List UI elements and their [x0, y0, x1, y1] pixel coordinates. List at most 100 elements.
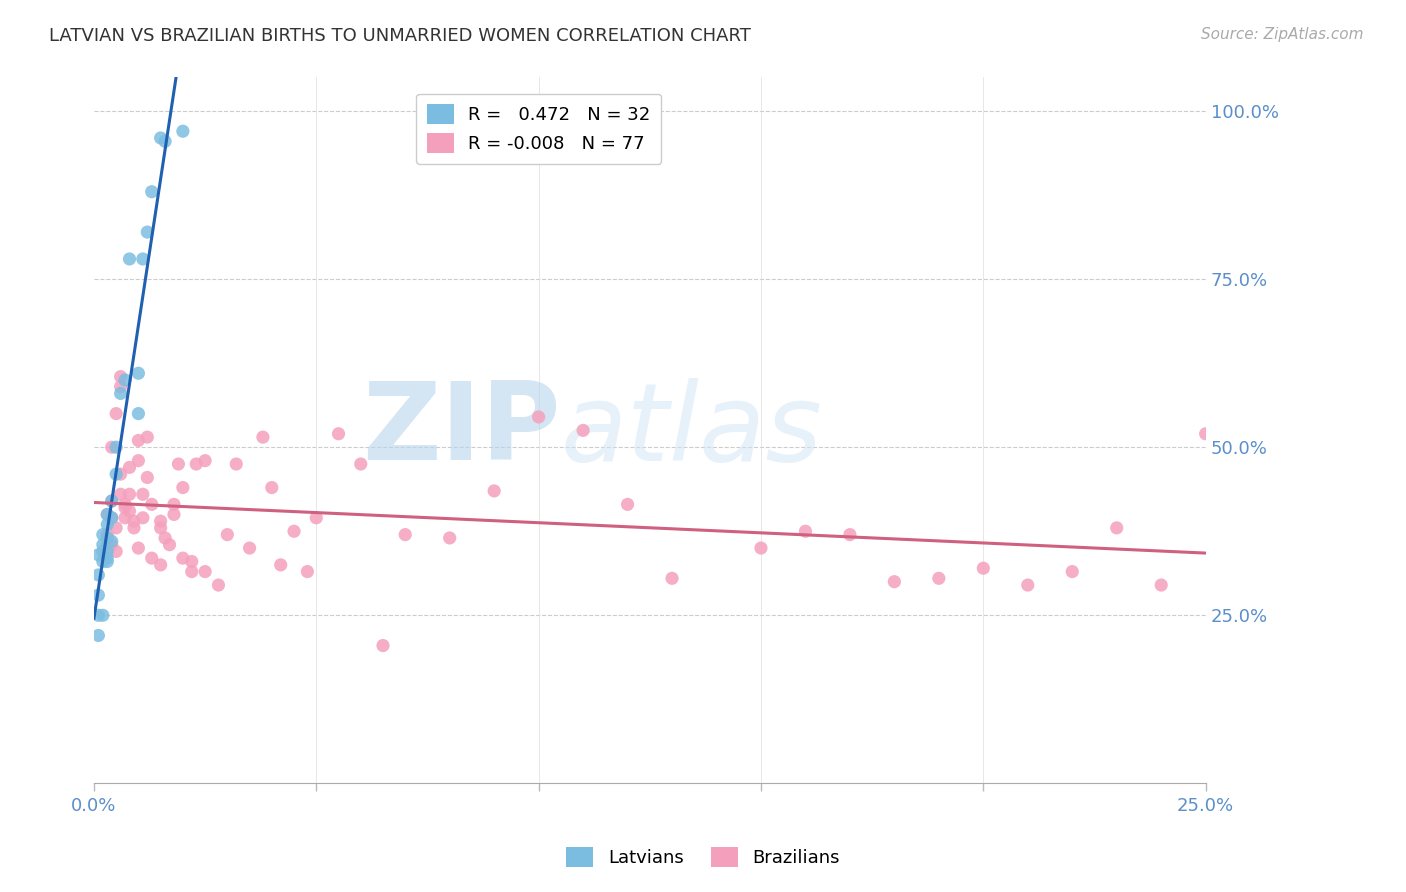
Point [105, 467, 128, 482]
Point [127, 541, 149, 555]
Point [110, 467, 132, 482]
Point [87, 628, 110, 642]
Point [172, 481, 194, 495]
Text: ZIP: ZIP [363, 377, 561, 483]
Point [180, 554, 202, 568]
Point [283, 524, 305, 539]
Point [305, 510, 328, 524]
Point [136, 470, 159, 484]
Point [239, 541, 262, 555]
Point [96, 531, 118, 545]
Point [572, 424, 595, 438]
Point [96, 517, 118, 532]
Point [96, 508, 118, 522]
Point [118, 487, 141, 501]
Point [225, 457, 247, 471]
Point [149, 558, 172, 572]
Point [180, 565, 202, 579]
Point [110, 386, 132, 401]
Point [110, 487, 132, 501]
Point [270, 558, 292, 572]
Point [153, 134, 176, 148]
Point [167, 457, 190, 471]
Point [118, 460, 141, 475]
Point [122, 521, 145, 535]
Point [87, 568, 110, 582]
Point [96, 551, 118, 566]
Point [838, 527, 860, 541]
Point [350, 457, 373, 471]
Point [149, 521, 172, 535]
Point [163, 497, 186, 511]
Point [114, 510, 136, 524]
Point [100, 510, 122, 524]
Point [91, 538, 114, 552]
Point [105, 544, 128, 558]
Point [1150, 578, 1173, 592]
Point [172, 551, 194, 566]
Point [394, 527, 416, 541]
Point [207, 578, 229, 592]
Point [100, 494, 122, 508]
Point [527, 409, 550, 424]
Point [661, 571, 683, 585]
Text: atlas: atlas [561, 378, 823, 483]
Point [87, 548, 110, 562]
Point [149, 514, 172, 528]
Point [149, 131, 172, 145]
Point [141, 551, 163, 566]
Point [194, 453, 217, 467]
Point [1017, 578, 1039, 592]
Point [141, 185, 163, 199]
Point [100, 494, 122, 508]
Text: LATVIAN VS BRAZILIAN BIRTHS TO UNMARRIED WOMEN CORRELATION CHART: LATVIAN VS BRAZILIAN BIRTHS TO UNMARRIED… [49, 27, 751, 45]
Point [132, 487, 155, 501]
Point [118, 504, 141, 518]
Legend: Latvians, Brazilians: Latvians, Brazilians [560, 839, 846, 874]
Point [105, 521, 128, 535]
Point [127, 453, 149, 467]
Point [122, 514, 145, 528]
Point [482, 483, 505, 498]
Point [96, 554, 118, 568]
Point [616, 497, 638, 511]
Point [260, 481, 283, 495]
Point [114, 500, 136, 515]
Point [371, 639, 394, 653]
Point [1105, 521, 1128, 535]
Point [100, 510, 122, 524]
Point [105, 440, 128, 454]
Point [96, 527, 118, 541]
Point [252, 430, 274, 444]
Point [297, 565, 319, 579]
Point [96, 538, 118, 552]
Point [127, 407, 149, 421]
Point [110, 380, 132, 394]
Point [217, 527, 239, 541]
Text: Source: ZipAtlas.com: Source: ZipAtlas.com [1201, 27, 1364, 42]
Point [100, 534, 122, 549]
Point [91, 527, 114, 541]
Point [153, 531, 176, 545]
Point [100, 440, 122, 454]
Point [110, 369, 132, 384]
Point [91, 554, 114, 568]
Point [972, 561, 994, 575]
Point [794, 524, 817, 539]
Point [127, 366, 149, 380]
Point [328, 426, 350, 441]
Point [132, 510, 155, 524]
Point [114, 497, 136, 511]
Point [114, 373, 136, 387]
Point [87, 608, 110, 623]
Point [883, 574, 905, 589]
Point [91, 544, 114, 558]
Point [1062, 565, 1084, 579]
Point [439, 531, 461, 545]
Point [141, 497, 163, 511]
Point [186, 457, 208, 471]
Point [87, 588, 110, 602]
Point [96, 544, 118, 558]
Point [159, 538, 181, 552]
Point [127, 434, 149, 448]
